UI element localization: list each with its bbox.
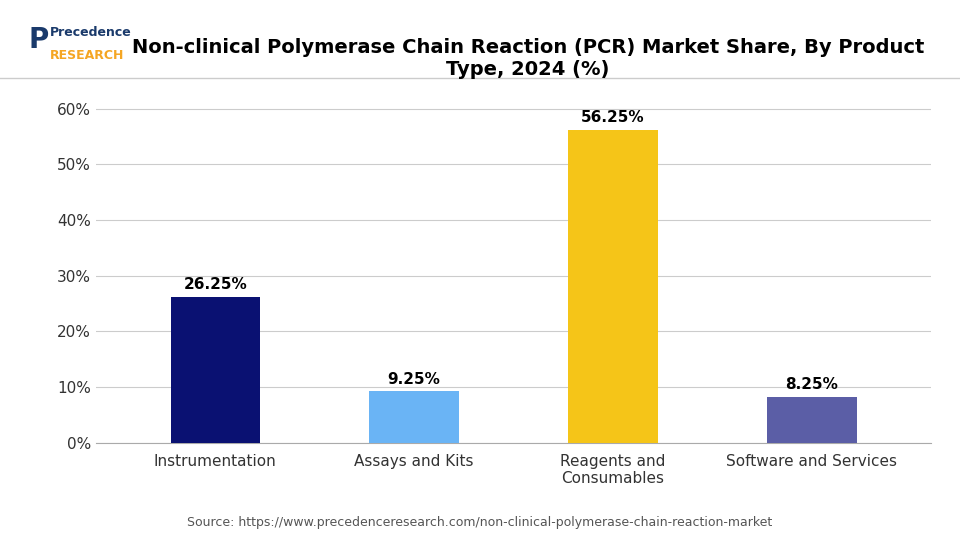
Text: 8.25%: 8.25% [785, 377, 838, 393]
Text: 26.25%: 26.25% [183, 277, 247, 292]
Bar [370, 392, 459, 443]
Text: P: P [29, 25, 49, 53]
Bar [767, 397, 856, 443]
Text: Source: https://www.precedenceresearch.com/non-clinical-polymerase-chain-reactio: Source: https://www.precedenceresearch.c… [187, 516, 773, 529]
Text: RESEARCH: RESEARCH [50, 49, 124, 63]
Text: 9.25%: 9.25% [388, 372, 441, 387]
Text: 56.25%: 56.25% [581, 110, 645, 125]
Bar [171, 296, 260, 443]
Text: Precedence: Precedence [50, 25, 132, 39]
Text: Non-clinical Polymerase Chain Reaction (PCR) Market Share, By Product
Type, 2024: Non-clinical Polymerase Chain Reaction (… [132, 38, 924, 79]
Bar [568, 130, 658, 443]
